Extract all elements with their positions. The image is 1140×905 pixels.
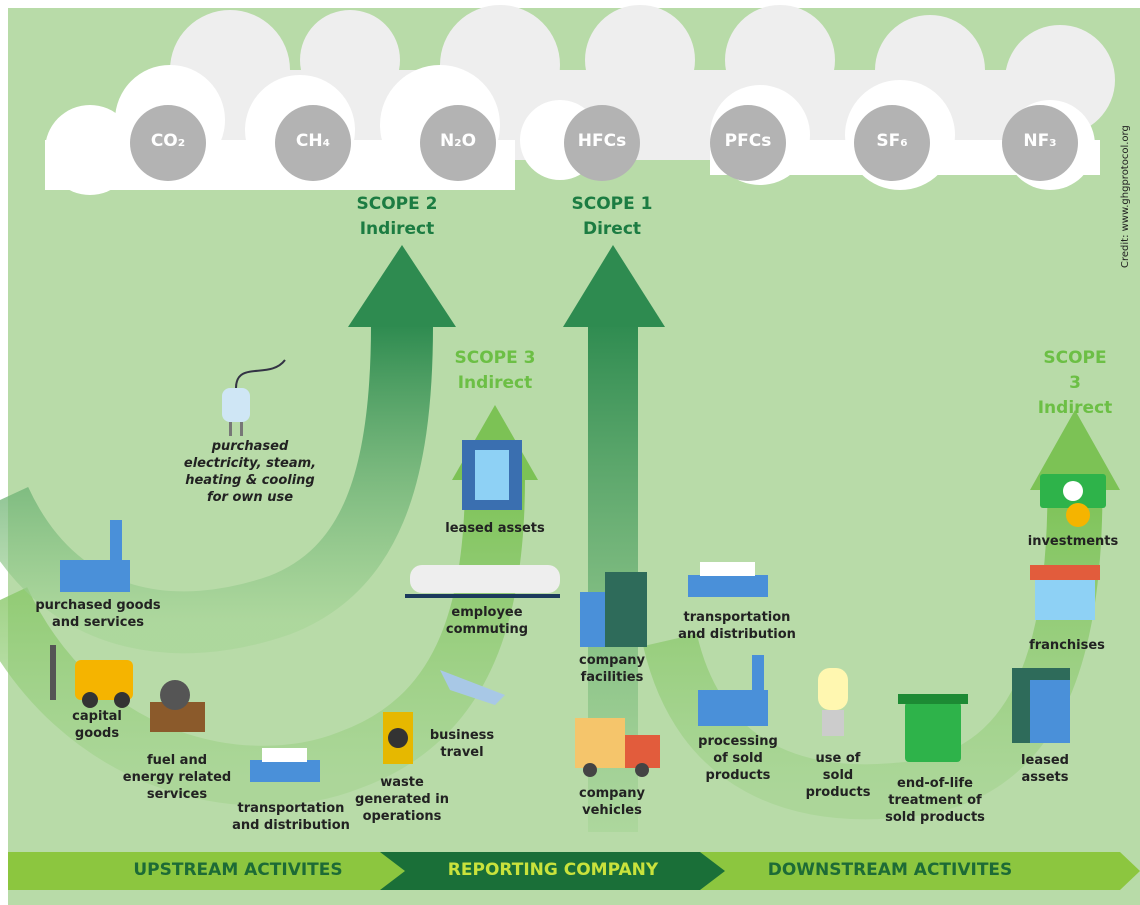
scope-title: SCOPE 2	[357, 192, 438, 217]
bar-label: DOWNSTREAM ACTIVITES	[768, 860, 1013, 880]
activity-label: transportation and distribution	[678, 609, 796, 643]
gas-label: N₂O	[420, 131, 496, 151]
gas-label: CH₄	[275, 131, 351, 151]
gas-label: PFCs	[710, 131, 786, 151]
infographic: CO₂ CH₄ N₂O HFCs PFCs SF₆ NF₃ Credit: ww…	[0, 0, 1140, 905]
activity-label: use of sold products	[806, 750, 871, 801]
scope-subtitle: Indirect	[357, 217, 438, 242]
bar-label: UPSTREAM ACTIVITES	[133, 860, 342, 880]
activity-label: franchises	[1029, 637, 1105, 654]
activity-label: capital goods	[72, 708, 122, 742]
scope-title: SCOPE 1	[572, 192, 653, 217]
activity-label: business travel	[430, 727, 494, 761]
gas-label: NF₃	[1002, 131, 1078, 151]
scope-subtitle: Indirect	[455, 371, 536, 396]
activity-label: fuel and energy related services	[123, 752, 231, 803]
gas-label: SF₆	[854, 131, 930, 151]
scope-title: SCOPE 3	[1038, 346, 1113, 396]
scope-subtitle: Direct	[572, 217, 653, 242]
gas-label: CO₂	[130, 131, 206, 151]
activity-label: end-of-life treatment of sold products	[885, 775, 985, 826]
activity-label: company vehicles	[579, 785, 645, 819]
activity-label: leased assets	[445, 520, 544, 537]
activity-label: purchased electricity, steam, heating & …	[184, 438, 316, 506]
activity-label: processing of sold products	[698, 733, 778, 784]
activity-label: leased assets	[998, 752, 1093, 786]
activity-label: waste generated in operations	[355, 774, 449, 825]
activity-label: company facilities	[579, 652, 645, 686]
bar-label: REPORTING COMPANY	[448, 860, 658, 880]
scope-subtitle: Indirect	[1038, 396, 1113, 421]
gas-label: HFCs	[564, 131, 640, 151]
activity-label: purchased goods and services	[35, 597, 160, 631]
activity-label: transportation and distribution	[232, 800, 350, 834]
activity-label: investments	[1028, 533, 1119, 550]
credit: Credit: www.ghgprotocol.org	[1120, 125, 1131, 268]
activity-label: employee commuting	[446, 604, 528, 638]
scope-title: SCOPE 3	[455, 346, 536, 371]
